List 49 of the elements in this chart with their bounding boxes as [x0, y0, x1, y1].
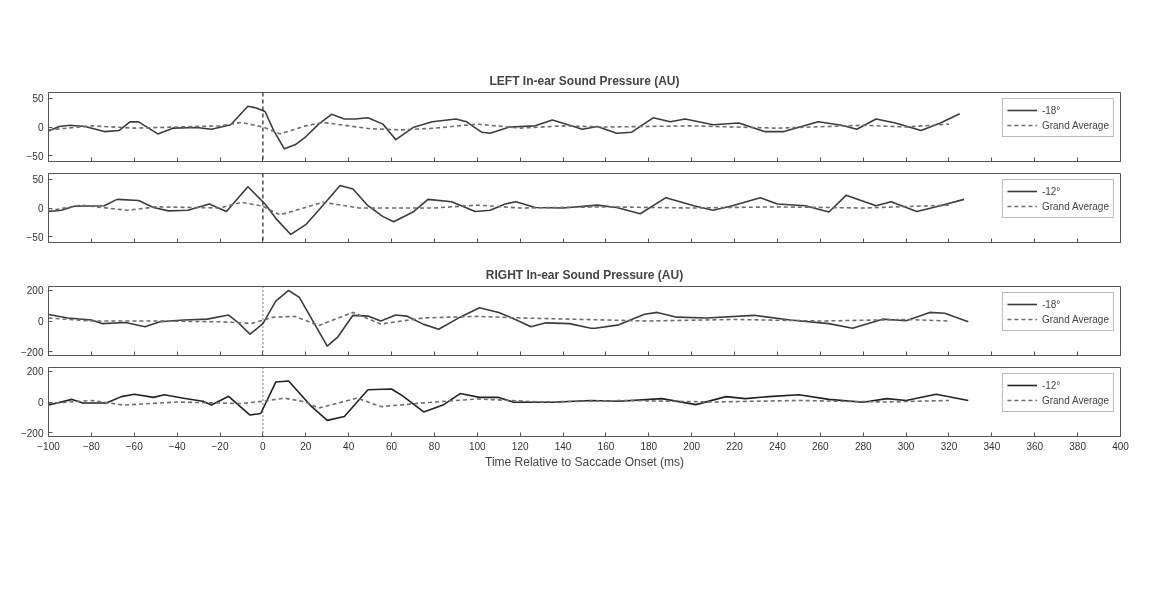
x-tick-label: 280 — [854, 440, 872, 452]
x-tick-label: 140 — [554, 440, 572, 452]
x-tick-label: 160 — [597, 440, 615, 452]
x-tick-label: 360 — [1026, 440, 1044, 452]
x-tick-label: 400 — [1112, 440, 1130, 452]
x-tick-label: 220 — [726, 440, 744, 452]
legend-label: Grand Average — [1041, 199, 1109, 213]
x-tick-label: 120 — [511, 440, 529, 452]
x-tick-label: 180 — [640, 440, 658, 452]
legend-label: Grand Average — [1041, 312, 1109, 326]
x-tick-label: −100 — [37, 440, 61, 452]
legend-label: -18° — [1041, 297, 1062, 311]
y-tick-label: 0 — [37, 203, 44, 214]
y-tick-label: 200 — [26, 366, 44, 378]
x-tick-label: 320 — [940, 440, 958, 452]
x-tick-label: 100 — [468, 440, 487, 452]
chart-title: LEFT In-ear Sound Pressure (AU) — [489, 73, 680, 88]
x-tick-label: 300 — [897, 440, 915, 452]
y-tick-label: −200 — [20, 427, 44, 439]
x-tick-label: −20 — [211, 440, 229, 452]
x-tick-label: 340 — [983, 440, 1001, 452]
x-tick-label: 380 — [1069, 440, 1087, 452]
legend-label: Grand Average — [1041, 118, 1109, 132]
y-tick-label: 50 — [32, 93, 44, 105]
chart-title: RIGHT In-ear Sound Pressure (AU) — [485, 267, 684, 282]
y-tick-label: 0 — [37, 122, 44, 133]
y-tick-label: −200 — [20, 346, 44, 358]
x-tick-label: 80 — [428, 440, 441, 452]
x-tick-label: 60 — [385, 440, 398, 452]
legend-label: Grand Average — [1041, 393, 1109, 407]
x-tick-label: 200 — [683, 440, 701, 452]
y-tick-label: 0 — [37, 397, 44, 408]
y-tick-label: 50 — [32, 174, 44, 186]
x-axis-title: Time Relative to Saccade Onset (ms) — [485, 454, 684, 469]
x-tick-label: −40 — [168, 440, 187, 452]
legend-label: -12° — [1041, 378, 1062, 392]
x-tick-label: −60 — [125, 440, 144, 452]
legend-label: -18° — [1041, 103, 1062, 117]
y-tick-label: −50 — [26, 150, 44, 162]
x-tick-label: 240 — [769, 440, 787, 452]
x-tick-label: 40 — [343, 440, 355, 452]
x-tick-label: −80 — [82, 440, 101, 452]
x-tick-label: 260 — [812, 440, 830, 452]
legend-label: -12° — [1041, 184, 1062, 198]
y-tick-label: 200 — [26, 285, 44, 297]
y-tick-label: −50 — [26, 231, 44, 243]
x-tick-label: 0 — [260, 440, 267, 452]
x-tick-label: 20 — [300, 440, 312, 452]
y-tick-label: 0 — [37, 316, 44, 327]
